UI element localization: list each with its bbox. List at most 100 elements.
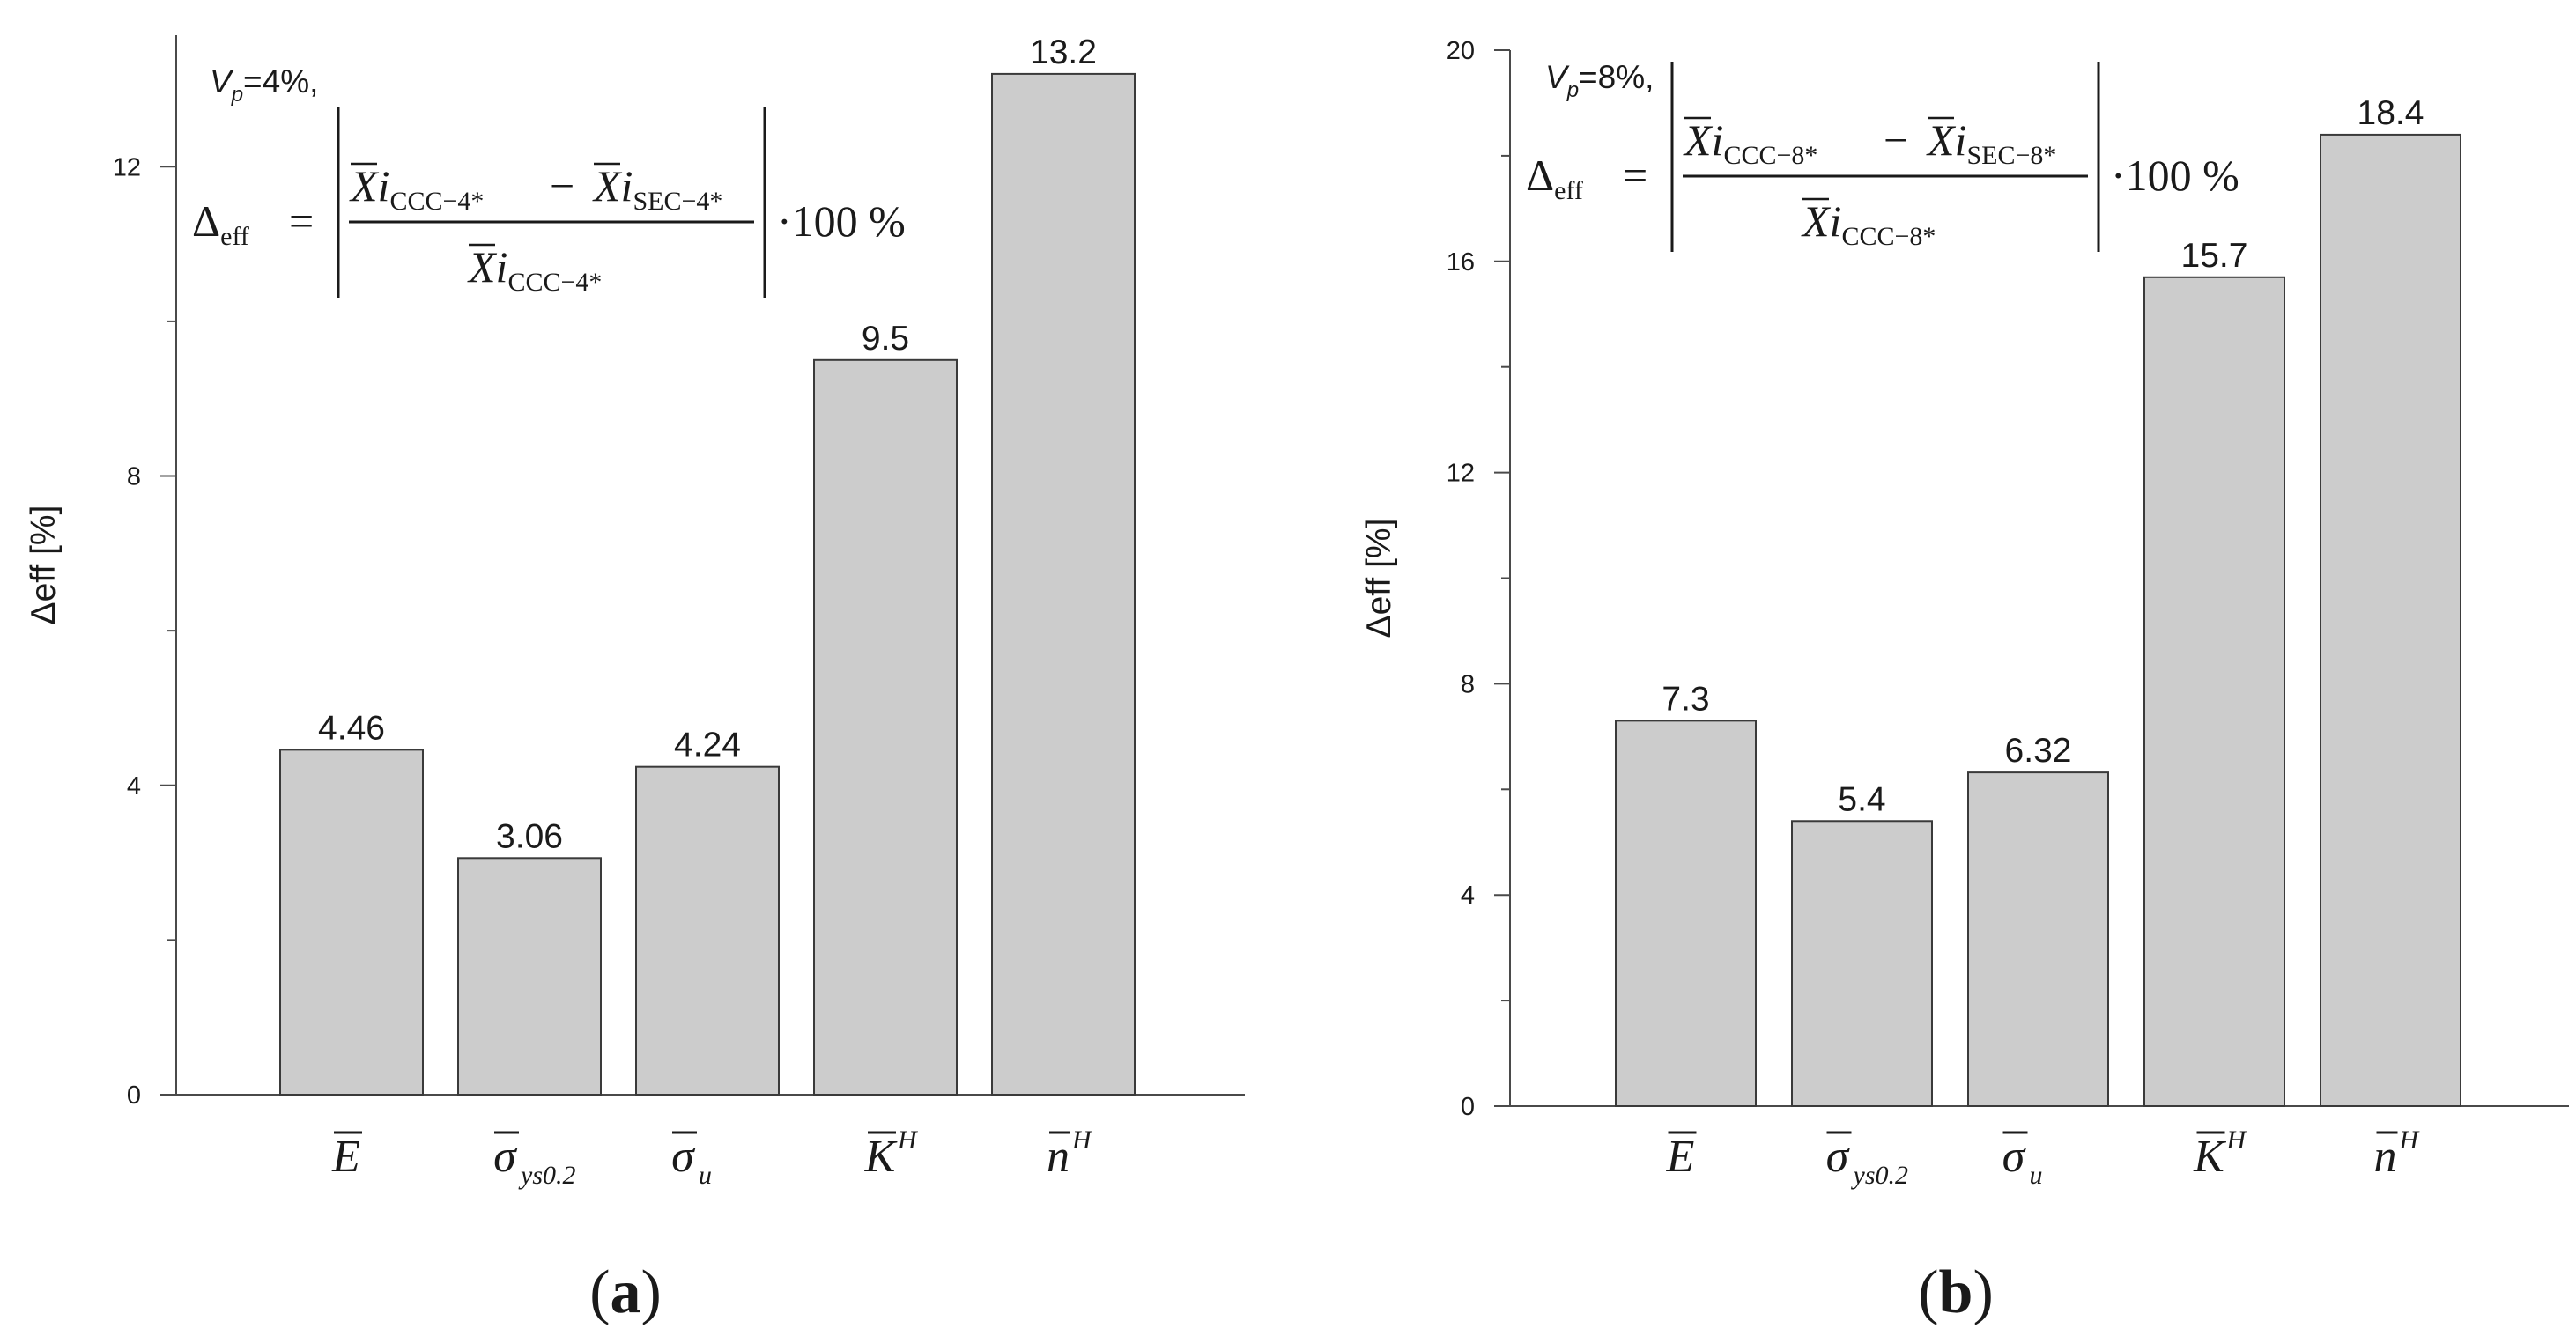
formula-delta: Δeff (1526, 151, 1583, 205)
bar-value-label: 9.5 (862, 320, 909, 358)
category-label-e: E (331, 1131, 362, 1182)
y-tick-label: 4 (1461, 882, 1475, 910)
denominator: XiCCC−4* (467, 242, 602, 297)
denominator: XiCCC−8* (1801, 196, 1936, 251)
y-axis-label-text: eff [%] (1360, 519, 1398, 616)
formula-factor: ·100 % (2111, 151, 2239, 200)
bar-value-label: 4.24 (674, 727, 741, 764)
vp-symbol: V (1545, 59, 1570, 95)
category-symbol: σ (2002, 1132, 2027, 1182)
panel-label-close: ) (641, 1258, 662, 1326)
category-subscript: ys0.2 (1851, 1161, 1909, 1190)
y-tick-label: 12 (1447, 460, 1475, 488)
denominator-symbol: Xi (1801, 196, 1841, 246)
formula-factor: ·100 % (777, 196, 906, 246)
category-symbol: σ (493, 1132, 518, 1182)
formula-equals: = (289, 196, 314, 246)
category-symbol: E (1666, 1132, 1695, 1182)
formula-delta-subscript: eff (220, 222, 249, 251)
category-subscript: u (2030, 1161, 2043, 1190)
panel-label-open: ( (589, 1258, 610, 1326)
category-label-e: E (1666, 1131, 1697, 1182)
formula-delta-subscript: eff (1554, 176, 1583, 205)
y-axis-label-delta: Δ (25, 602, 63, 624)
y-tick-label: 16 (1447, 248, 1475, 277)
bar-n-h (2320, 133, 2461, 1107)
bar-value-label: 3.06 (496, 817, 563, 855)
numerator-left-symbol: Xi (349, 161, 389, 210)
numerator-left-symbol: Xi (1683, 115, 1723, 165)
category-symbol: E (331, 1132, 360, 1182)
category-symbol: K (2193, 1132, 2226, 1182)
bar-value-label: 18.4 (2358, 94, 2424, 132)
y-axis-label: Δeff [%] (25, 506, 63, 625)
formula-annotation: Δeff =XiCCC−8* − XiSEC−8*XiCCC−8*·100 % (1526, 62, 2239, 252)
vp-symbol: V (210, 63, 234, 100)
category-label-sigma-ys: σ ys0.2 (1826, 1131, 1909, 1190)
numerator-right-subscript: SEC−4* (633, 187, 722, 216)
category-symbol: n (1047, 1132, 1070, 1182)
denominator-symbol: Xi (467, 242, 507, 292)
y-tick-label: 0 (1461, 1093, 1475, 1121)
category-symbol: σ (671, 1132, 696, 1182)
numerator-minus: − (550, 161, 574, 210)
bar-k-h (813, 358, 958, 1096)
panel-label-letter: a (611, 1258, 641, 1326)
vp-subscript: p (231, 83, 243, 107)
category-label-sigma-ys: σ ys0.2 (493, 1131, 576, 1190)
panel-label-close: ) (1973, 1258, 1993, 1326)
bar-value-label: 7.3 (1662, 680, 1709, 718)
bar-value-label: 13.2 (1030, 33, 1097, 71)
category-superscript: H (897, 1126, 919, 1155)
category-symbol: n (2374, 1132, 2397, 1182)
vp-annotation: Vp=8%, (1545, 59, 1654, 102)
bar-value-label: 6.32 (2005, 732, 2072, 770)
panel-label-letter: b (1939, 1258, 1973, 1326)
vp-value: =4%, (243, 63, 318, 100)
category-subscript: u (699, 1161, 712, 1190)
y-tick-label: 4 (127, 772, 141, 801)
numerator-left-subscript: CCC−8* (1723, 141, 1817, 170)
bar-sigma-u (1967, 771, 2109, 1108)
y-axis-label: Δeff [%] (1360, 519, 1398, 638)
bar-value-label: 4.46 (318, 709, 385, 747)
bar-sigma-ys (457, 857, 602, 1096)
denominator-subscript: CCC−4* (507, 268, 602, 297)
formula-equals: = (1623, 151, 1647, 200)
denominator-subscript: CCC−8* (1841, 222, 1936, 251)
y-tick-label: 8 (1461, 670, 1475, 698)
bar-sigma-ys (1791, 820, 1933, 1108)
panel-label-open: ( (1918, 1258, 1938, 1326)
category-subscript: ys0.2 (518, 1161, 576, 1190)
vp-annotation: Vp=4%, (210, 63, 318, 107)
panel-label: (b) (1918, 1258, 1994, 1326)
bar-value-label: 5.4 (1838, 780, 1885, 818)
numerator-right: XiSEC−8* (1926, 115, 2056, 170)
numerator-right-subscript: SEC−8* (1966, 141, 2056, 170)
category-superscript: H (2226, 1126, 2248, 1155)
numerator-right: XiSEC−4* (592, 161, 722, 216)
category-superscript: H (2399, 1126, 2421, 1155)
formula-delta: Δeff (192, 196, 249, 251)
y-axis-label-text: eff [%] (25, 506, 63, 602)
bar-value-label: 15.7 (2181, 237, 2248, 275)
numerator-right-symbol: Xi (592, 161, 633, 210)
vp-subscript: p (1566, 78, 1579, 102)
panel-label: (a) (589, 1258, 662, 1326)
formula-delta-symbol: Δ (192, 196, 220, 246)
category-symbol: σ (1826, 1132, 1851, 1182)
numerator-minus: − (1884, 115, 1908, 165)
numerator-left: XiCCC−4* (349, 161, 484, 216)
bar-k-h (2143, 276, 2285, 1108)
bar-n-h (991, 72, 1136, 1096)
numerator-left: XiCCC−8* (1683, 115, 1817, 170)
